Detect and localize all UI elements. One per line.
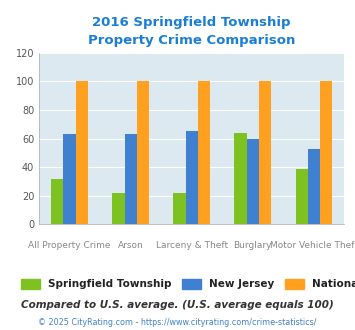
Bar — [198, 82, 210, 224]
Bar — [259, 82, 271, 224]
Bar — [173, 193, 186, 224]
Text: © 2025 CityRating.com - https://www.cityrating.com/crime-statistics/: © 2025 CityRating.com - https://www.city… — [38, 318, 317, 327]
Bar — [51, 179, 64, 224]
Bar — [320, 82, 332, 224]
Text: Larceny & Theft: Larceny & Theft — [155, 241, 228, 250]
Bar — [125, 134, 137, 224]
Bar — [234, 133, 247, 224]
Title: 2016 Springfield Township
Property Crime Comparison: 2016 Springfield Township Property Crime… — [88, 16, 295, 48]
Text: Arson: Arson — [118, 241, 143, 250]
Bar — [308, 148, 320, 224]
Bar — [247, 139, 259, 224]
Bar — [76, 82, 88, 224]
Text: Motor Vehicle Theft: Motor Vehicle Theft — [270, 241, 355, 250]
Legend: Springfield Township, New Jersey, National: Springfield Township, New Jersey, Nation… — [17, 275, 355, 294]
Bar — [137, 82, 149, 224]
Text: All Property Crime: All Property Crime — [28, 241, 111, 250]
Bar — [295, 169, 308, 224]
Bar — [112, 193, 125, 224]
Text: Compared to U.S. average. (U.S. average equals 100): Compared to U.S. average. (U.S. average … — [21, 300, 334, 310]
Text: Burglary: Burglary — [234, 241, 272, 250]
Bar — [186, 131, 198, 224]
Bar — [64, 134, 76, 224]
